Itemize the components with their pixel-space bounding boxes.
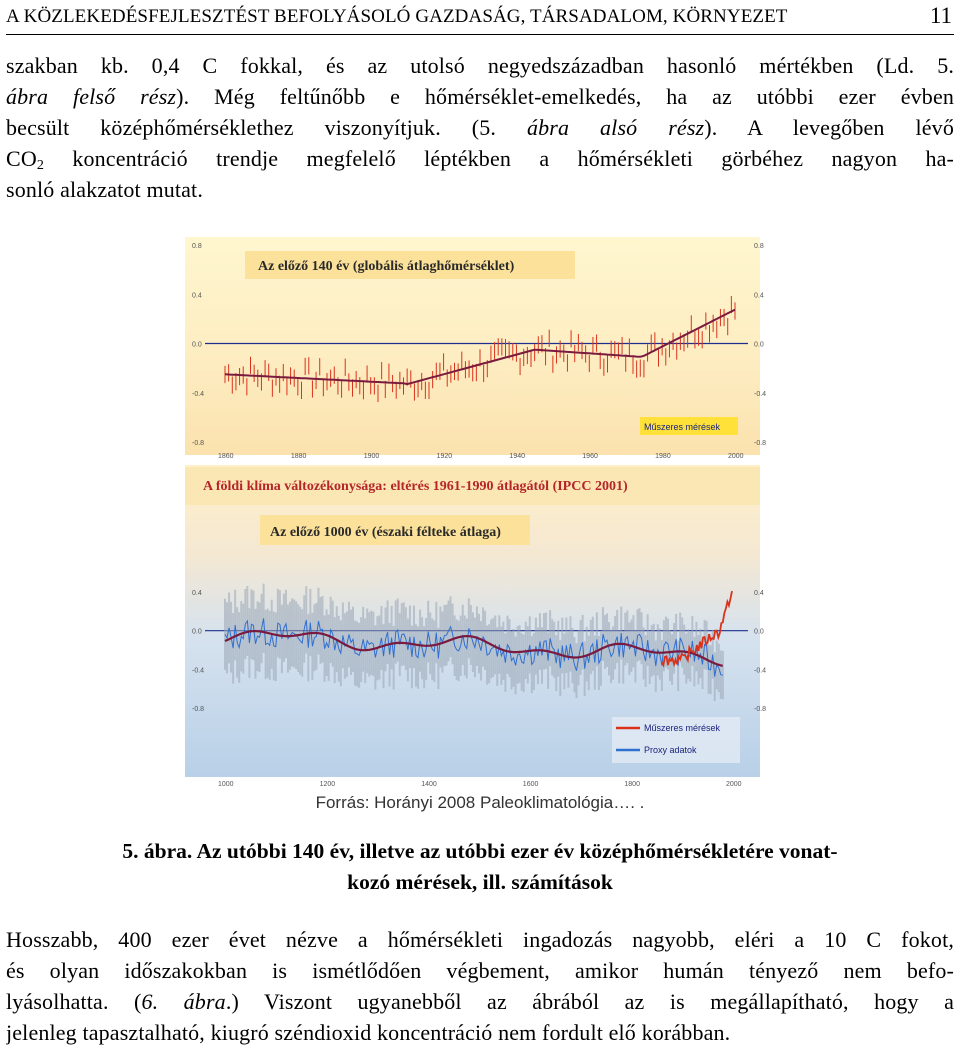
bottom-x-tick: 1800 — [624, 781, 640, 788]
figure-banner: A földi klíma változékonysága: eltérés 1… — [203, 479, 628, 494]
top-y-tick-right: -0.4 — [754, 391, 766, 398]
bottom-x-tick: 1000 — [218, 781, 234, 788]
banner-band — [185, 467, 760, 505]
caption-line: 5. ábra. Az utóbbi 140 év, illetve az ut… — [122, 839, 838, 863]
text-line: CO2 koncentráció trendje megfelelő lépté… — [6, 146, 954, 173]
text-line: jelenleg tapasztalható, kiugró széndioxi… — [6, 1020, 731, 1045]
bottom-y-tick-left: -0.8 — [192, 706, 204, 713]
text-line: becsült középhőmérséklethez viszonyítjuk… — [6, 115, 954, 140]
bottom-legend-box — [612, 717, 740, 763]
bottom-instrumental-line — [661, 590, 733, 668]
bottom-y-tick-right: 0.4 — [754, 590, 764, 597]
top-x-tick: 1960 — [582, 453, 598, 460]
top-x-tick: 1900 — [364, 453, 380, 460]
top-x-tick: 2000 — [728, 453, 744, 460]
text-line: Hosszabb, 400 ezer évet nézve a hőmérsék… — [6, 927, 954, 952]
top-x-tick: 1880 — [291, 453, 307, 460]
bottom-panel-title: Az előző 1000 év (északi félteke átlaga) — [270, 525, 501, 540]
bottom-y-tick-right: -0.4 — [754, 667, 766, 674]
top-x-tick: 1940 — [509, 453, 525, 460]
top-instrumental-bars — [224, 295, 736, 403]
bottom-y-tick-left: -0.4 — [192, 667, 204, 674]
running-header: A KÖZLEKEDÉSFEJLESZTÉST BEFOLYÁSOLÓ GAZD… — [6, 2, 954, 35]
bottom-title-box — [260, 515, 530, 545]
figure-source: Forrás: Horányi 2008 Paleoklimatológia….… — [315, 793, 645, 812]
top-legend-box — [640, 417, 738, 435]
figure-caption: 5. ábra. Az utóbbi 140 év, illetve az ut… — [120, 836, 840, 898]
top-y-tick-right: 0.8 — [754, 243, 764, 250]
legend-instrumental-label: Műszeres mérések — [644, 723, 721, 733]
legend-proxy-label: Proxy adatok — [644, 745, 697, 755]
text-line: lyásolhatta. (6. ábra.) Viszont ugyanebb… — [6, 989, 954, 1014]
bottom-x-tick: 1200 — [320, 781, 336, 788]
bottom-y-tick-left: 0.4 — [192, 590, 202, 597]
top-y-tick-left: 0.8 — [192, 243, 202, 250]
caption-line: kozó mérések, ill. számítások — [347, 870, 613, 894]
running-title: A KÖZLEKEDÉSFEJLESZTÉST BEFOLYÁSOLÓ GAZD… — [6, 6, 788, 27]
text-line: sonló alakzatot mutat. — [6, 177, 203, 202]
top-y-tick-left: -0.8 — [192, 440, 204, 447]
bottom-y-tick-right: -0.8 — [754, 706, 766, 713]
top-x-tick: 1980 — [655, 453, 671, 460]
text-line: és olyan időszakokban is ismétlődően vég… — [6, 958, 954, 983]
bottom-x-tick: 1600 — [523, 781, 539, 788]
paragraph-body: Hosszabb, 400 ezer évet nézve a hőmérsék… — [6, 924, 954, 1048]
top-y-tick-right: 0.4 — [754, 292, 764, 299]
top-x-tick: 1920 — [437, 453, 453, 460]
top-x-tick: 1860 — [218, 453, 234, 460]
page-number: 11 — [929, 3, 952, 28]
paragraph-intro: szakban kb. 0,4 C fokkal, és az utolsó n… — [6, 50, 954, 205]
bottom-x-tick: 2000 — [726, 781, 742, 788]
top-y-tick-left: 0.0 — [192, 342, 202, 349]
top-y-tick-right: -0.8 — [754, 440, 766, 447]
climate-figure-svg: 0.8 0.8 0.4 0.4 0.0 0.0 -0.4 -0.4 -0.8 -0.8 1860 18… — [170, 237, 789, 792]
text-line: ábra felső rész). Még feltűnőbb e hőmérs… — [6, 84, 954, 109]
bottom-y-tick-left: 0.0 — [192, 629, 202, 636]
climate-figure: 0.8 0.8 0.4 0.4 0.0 0.0 -0.4 -0.4 -0.8 -0.8 1860 18… — [170, 237, 789, 792]
top-y-tick-right: 0.0 — [754, 342, 764, 349]
top-panel-title: Az előző 140 év (globális átlaghőmérsékl… — [258, 259, 515, 274]
top-y-tick-left: -0.4 — [192, 391, 204, 398]
top-title-box — [245, 251, 575, 279]
bottom-smoothed-line — [224, 630, 724, 667]
top-legend-label: Műszeres mérések — [644, 422, 721, 432]
bottom-x-tick: 1400 — [421, 781, 437, 788]
bottom-y-tick-right: 0.0 — [754, 629, 764, 636]
text-line: szakban kb. 0,4 C fokkal, és az utolsó n… — [6, 53, 954, 78]
top-y-tick-left: 0.4 — [192, 292, 202, 299]
top-smoothed-line — [224, 308, 736, 386]
bottom-proxy-line — [224, 618, 723, 677]
